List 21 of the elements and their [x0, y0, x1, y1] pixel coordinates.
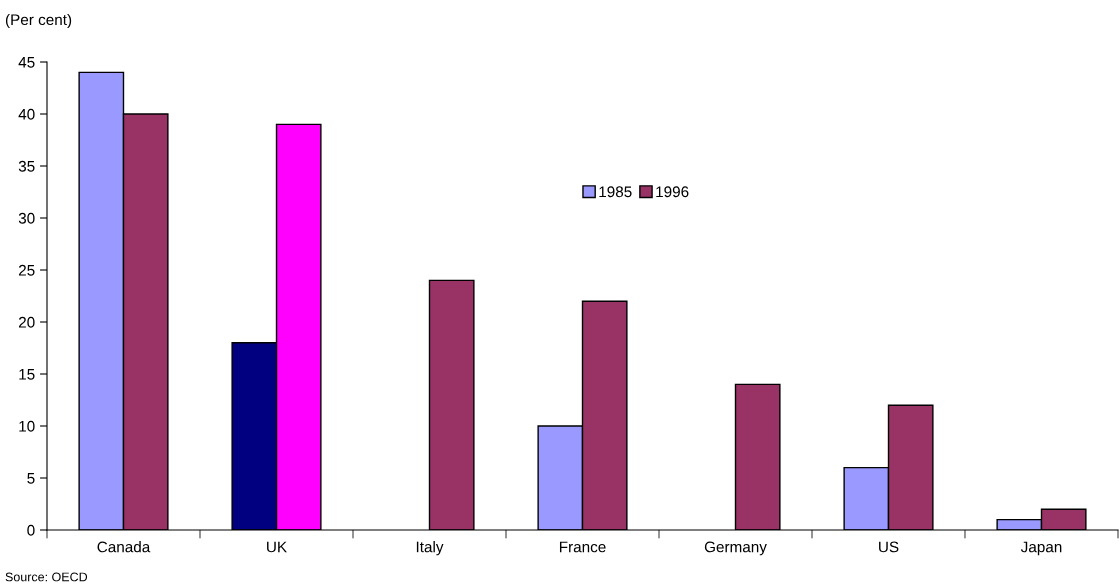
- y-axis-title: (Per cent): [5, 13, 72, 29]
- x-tick-label: US: [879, 541, 899, 553]
- y-tick-label: 40: [18, 108, 35, 120]
- y-tick-label: 45: [18, 57, 35, 68]
- legend-label: 1996: [656, 186, 689, 198]
- y-tick-label: 0: [27, 524, 35, 536]
- x-tick-label: UK: [267, 541, 287, 553]
- x-tick-label: Italy: [416, 541, 444, 556]
- y-tick-label: 5: [27, 473, 35, 484]
- y-tick-label: 30: [18, 212, 35, 224]
- legend-label: 1985: [599, 186, 632, 198]
- x-tick-label: Germany: [704, 541, 767, 556]
- x-tick-label: Japan: [1020, 541, 1062, 556]
- y-tick-label: 10: [19, 420, 35, 432]
- y-tick-label: 20: [18, 316, 35, 328]
- source-note: Source: OECD: [5, 572, 88, 582]
- y-tick-label: 25: [18, 264, 35, 276]
- y-tick-label: 15: [19, 369, 35, 380]
- y-tick-label: 35: [18, 160, 35, 172]
- x-tick-label: Canada: [97, 541, 151, 553]
- x-tick-label: France: [559, 541, 606, 553]
